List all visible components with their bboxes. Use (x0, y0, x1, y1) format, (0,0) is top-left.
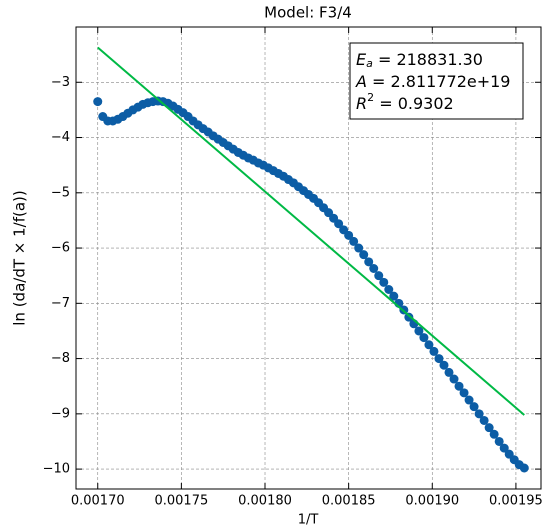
data-point (389, 291, 399, 301)
y-tick-label: −9 (51, 406, 70, 421)
y-tick-label: −4 (51, 130, 70, 145)
data-point (474, 409, 484, 419)
annotation-value: = 0.9302 (374, 94, 454, 113)
data-point (379, 277, 389, 287)
y-tick-label: −10 (43, 462, 70, 477)
data-point (489, 429, 499, 439)
data-point (444, 367, 454, 377)
data-point (419, 333, 429, 343)
fit-line (97, 46, 525, 416)
data-point (359, 250, 369, 260)
annotation-box (349, 42, 524, 120)
annotation-symbol: R (356, 94, 367, 113)
x-tick-label: 0.00180 (238, 494, 292, 509)
annotation-symbol: E (356, 50, 367, 69)
plot-frame (75, 26, 542, 490)
annotation-value: = 218831.30 (373, 50, 483, 69)
annotation-value: = 2.811772e+19 (367, 72, 511, 91)
annotation-sup: 2 (367, 91, 374, 104)
data-point (494, 436, 504, 446)
data-point (439, 360, 449, 370)
annotation-line: A = 2.811772e+19 (355, 72, 510, 91)
x-tick-label: 0.00185 (322, 494, 376, 509)
data-point (414, 326, 424, 336)
x-tick-label: 0.00175 (154, 494, 208, 509)
data-point (429, 346, 439, 356)
data-point (519, 463, 529, 473)
annotation-sub: a (366, 57, 373, 70)
annotation-line: Ea = 218831.30 (356, 50, 483, 71)
x-tick-label: 0.00190 (405, 494, 459, 509)
data-point (459, 388, 469, 398)
data-point (454, 381, 464, 391)
data-point (424, 340, 434, 350)
x-tick-label: 0.00170 (71, 494, 125, 509)
chart-title: Model: F3/4 (264, 4, 352, 22)
data-point (364, 257, 374, 267)
y-tick-label: −7 (51, 296, 70, 311)
data-point (334, 219, 344, 229)
x-axis-label: 1/T (298, 513, 319, 528)
y-tick-label: −5 (51, 185, 70, 200)
data-point (464, 395, 474, 405)
data-point (499, 443, 509, 453)
data-point (374, 271, 384, 281)
data-point (484, 423, 494, 433)
data-point (369, 264, 379, 273)
y-axis-label: ln (da/dT × 1/f(a)) (11, 190, 29, 325)
data-point (344, 230, 354, 240)
data-point (469, 402, 479, 412)
data-point (479, 415, 489, 425)
data-point (449, 374, 459, 384)
annotation-symbol: A (355, 72, 367, 91)
data-point (354, 243, 364, 253)
data-point (384, 285, 394, 294)
y-tick-label: −3 (51, 75, 70, 90)
annotation-line: R2 = 0.9302 (356, 91, 454, 113)
y-tick-label: −8 (51, 351, 70, 366)
data-point (349, 236, 359, 246)
data-point (93, 97, 103, 107)
x-tick-label: 0.00195 (489, 494, 543, 509)
data-point (434, 354, 444, 364)
y-tick-label: −6 (51, 241, 70, 256)
